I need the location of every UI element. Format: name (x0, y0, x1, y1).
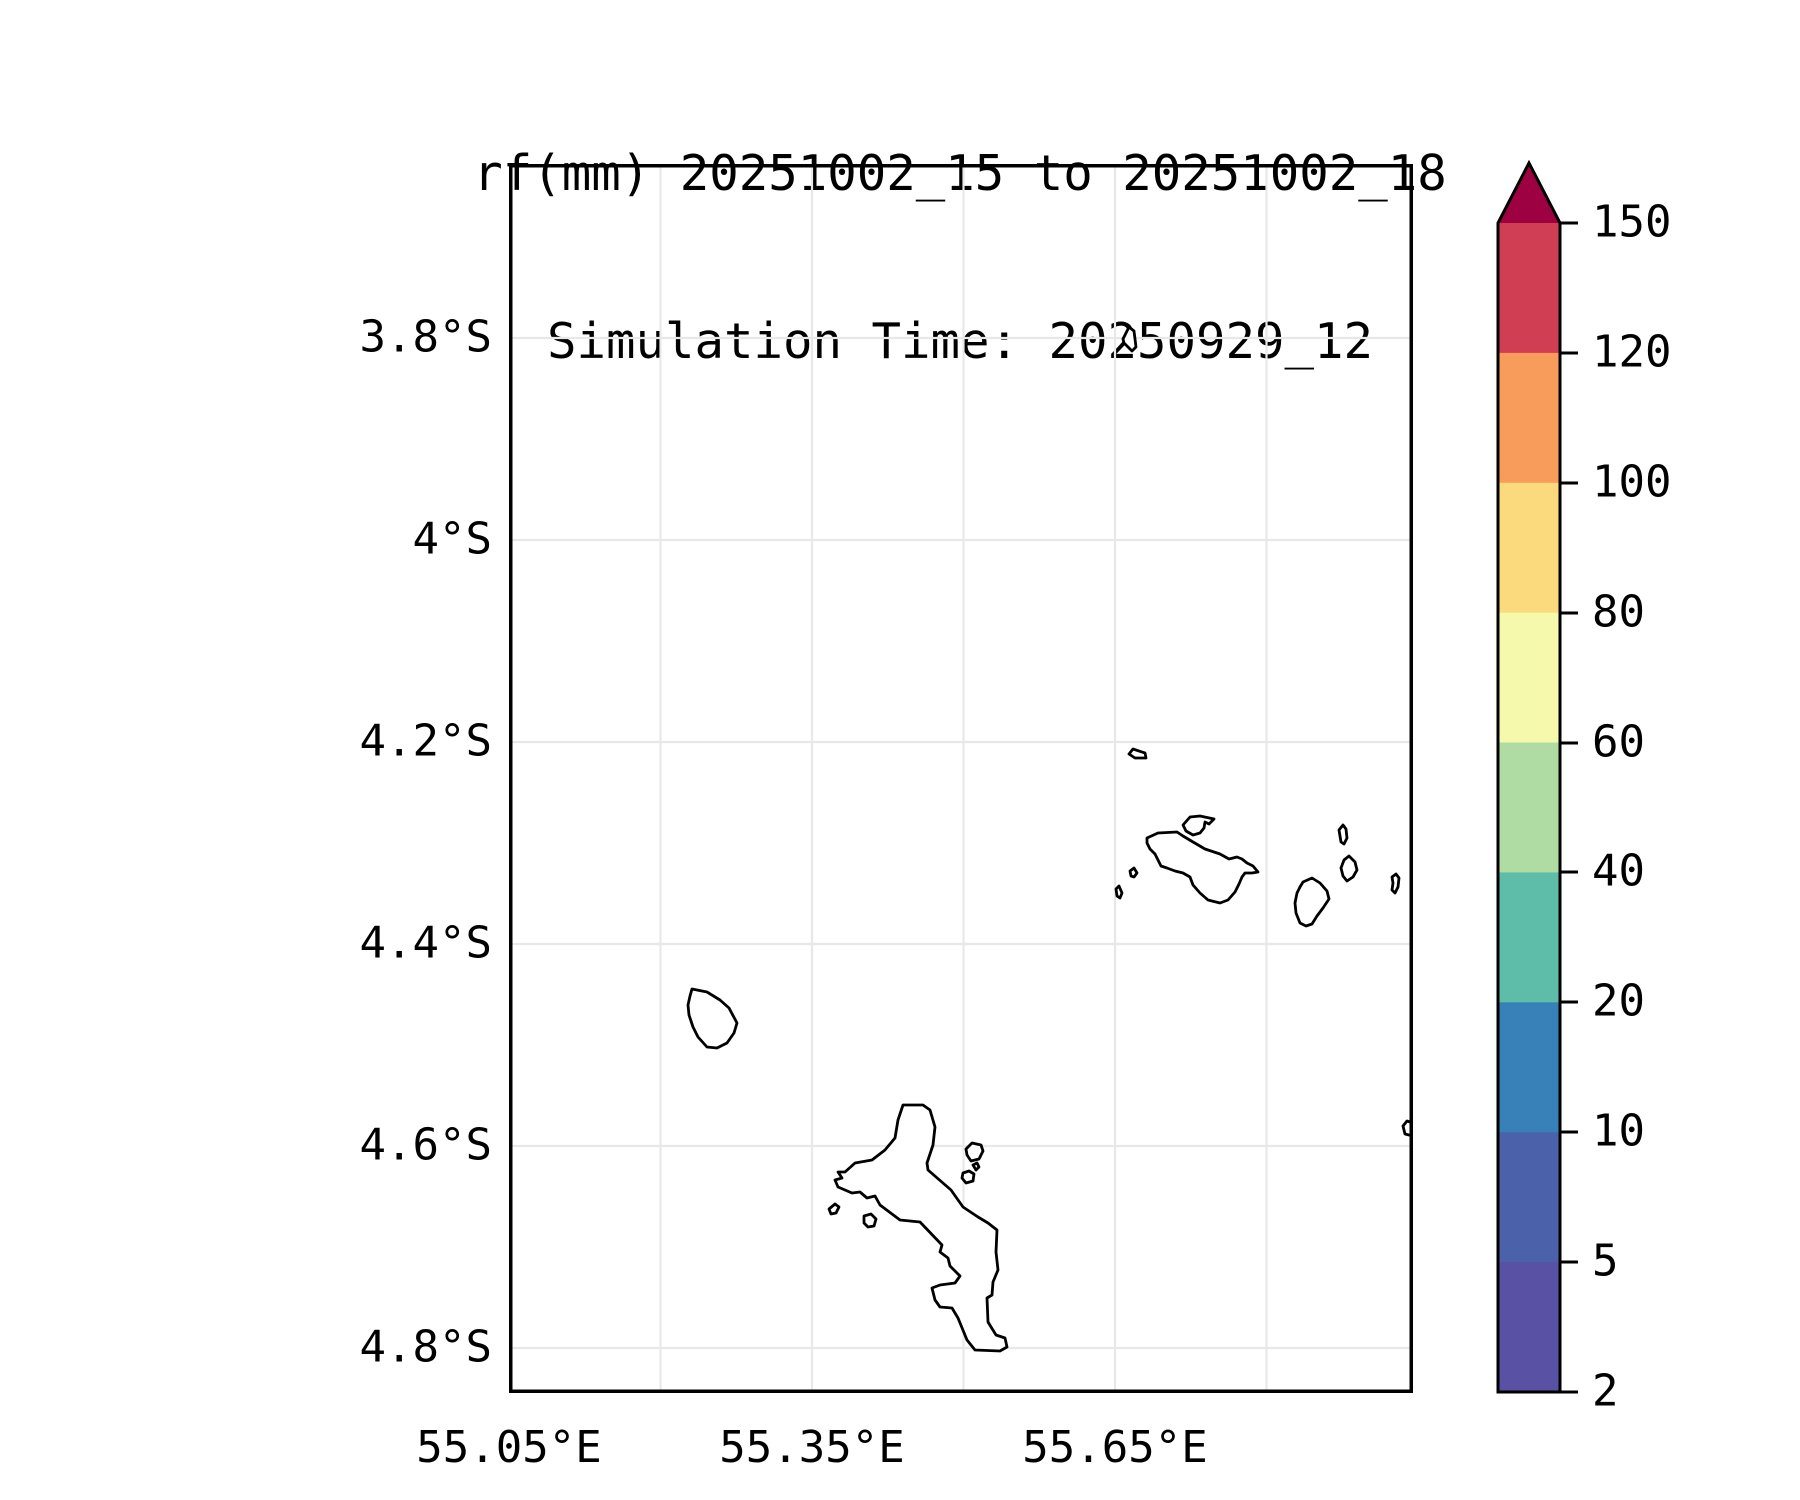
colorbar-segment (1498, 1132, 1560, 1263)
coastline-polygon (1114, 884, 1124, 900)
coastline-polygon (971, 1161, 981, 1172)
coastline-polygon (1337, 823, 1349, 846)
figure-title-line2: Simulation Time: 20250929_12 (546, 313, 1373, 370)
coastline-polygon (827, 1202, 841, 1216)
figure-title-line1: rf(mm) 20251002_15 to 20251002_18 (473, 145, 1447, 202)
y-tick-label: 4.4°S (359, 917, 492, 969)
colorbar-tick-label: 40 (1592, 845, 1645, 897)
coastline-polygon (1128, 866, 1139, 879)
colorbar-segment (1498, 612, 1560, 744)
colorbar-tick-label: 80 (1592, 586, 1645, 638)
x-tick-label: 55.65°E (1022, 1422, 1208, 1473)
colorbar (1496, 159, 1578, 1394)
coastline-polygon (960, 1169, 976, 1185)
coastline-polygon (964, 1141, 985, 1163)
colorbar-tick-label: 120 (1592, 326, 1672, 378)
coastline-polygon (862, 1212, 878, 1229)
colorbar-segment (1498, 742, 1560, 874)
colorbar-arrow (1498, 163, 1560, 223)
x-tick-label: 55.05°E (416, 1422, 602, 1473)
colorbar-segment (1498, 223, 1560, 354)
map-plot (509, 164, 1413, 1393)
coastline-polygon (1390, 872, 1401, 895)
y-tick-label: 4°S (412, 513, 492, 565)
colorbar-outline (1496, 159, 1562, 1394)
coastline-polygon (1339, 854, 1359, 883)
colorbar-tick-label: 20 (1592, 975, 1645, 1027)
y-tick-label: 3.8°S (359, 311, 492, 363)
coastline-polygon (686, 987, 739, 1050)
coastline-polygon (1145, 830, 1260, 905)
colorbar-segment (1498, 1002, 1560, 1133)
colorbar-tick-label: 2 (1592, 1365, 1619, 1417)
colorbar-segment (1498, 1262, 1560, 1393)
colorbar-segment (1498, 872, 1560, 1003)
coastline-polygon (833, 1103, 1009, 1353)
colorbar-tick-label: 60 (1592, 716, 1645, 768)
colorbar-tick-label: 10 (1592, 1105, 1645, 1157)
colorbar-tick-label: 5 (1592, 1235, 1619, 1287)
x-tick-label: 55.35°E (719, 1422, 905, 1473)
y-tick-label: 4.2°S (359, 715, 492, 767)
y-tick-label: 4.6°S (359, 1119, 492, 1171)
coastline-polygon (1181, 814, 1216, 837)
coastline-polygon (1293, 876, 1331, 928)
colorbar-segment (1498, 352, 1560, 484)
coastline-polygon (1121, 325, 1138, 353)
colorbar-segment (1498, 482, 1560, 614)
figure-title: rf(mm) 20251002_15 to 20251002_18 Simula… (473, 34, 1447, 482)
colorbar-tick-label: 100 (1592, 456, 1672, 508)
y-tick-label: 4.8°S (359, 1321, 492, 1373)
coastline-polygon (1127, 747, 1148, 760)
map-frame (509, 164, 1413, 1393)
colorbar-tick-label: 150 (1592, 196, 1672, 248)
